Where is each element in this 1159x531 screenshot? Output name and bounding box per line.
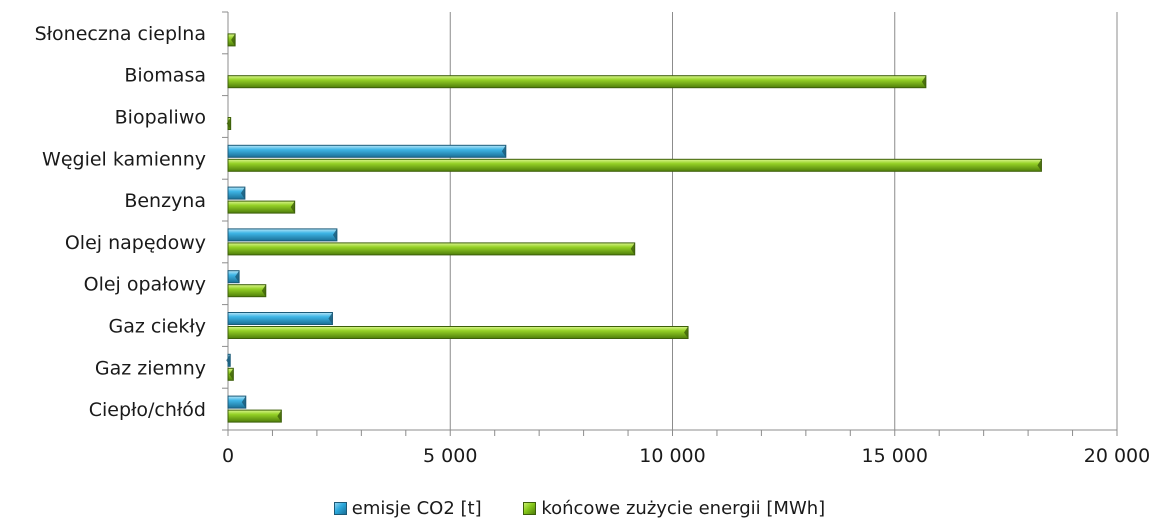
category-label-9: Ciepło/chłód: [89, 399, 206, 421]
bar-end-series1-1: [921, 75, 926, 88]
bar-end-series0-5: [332, 228, 337, 241]
x-tick-label-1: 5 000: [423, 445, 477, 467]
x-tick-label-0: 0: [222, 445, 234, 467]
bar-series1-4: [227, 200, 296, 214]
bars: [226, 33, 1042, 423]
bar-end-series1-4: [290, 201, 295, 214]
bar-series1-1: [227, 75, 927, 89]
legend-swatch-energy: [523, 502, 537, 515]
bar-series0-7: [227, 312, 333, 325]
bar-end-series0-4: [240, 187, 245, 200]
bar-end-series1-9: [277, 410, 282, 423]
bar-end-series1-2: [226, 117, 231, 130]
bar-end-series0-7: [328, 312, 333, 325]
bar-series1-9: [227, 409, 282, 423]
bar-series1-7: [227, 326, 689, 339]
legend-item-energy: końcowe zużycie energii [MWh]: [523, 498, 825, 519]
category-label-1: Biomasa: [124, 65, 206, 87]
category-label-8: Gaz ziemny: [95, 357, 206, 379]
bar-end-series1-5: [630, 242, 635, 255]
x-tick-label-2: 10 000: [639, 445, 705, 467]
bar-series1-5: [227, 242, 636, 256]
category-label-3: Węgiel kamienny: [42, 148, 206, 170]
bar-end-series1-6: [261, 284, 266, 297]
category-label-6: Olej opałowy: [84, 274, 206, 296]
bar-series0-3: [227, 144, 507, 158]
category-label-5: Olej napędowy: [65, 232, 206, 254]
bar-series0-5: [227, 228, 338, 242]
gridlines: [449, 12, 1118, 430]
x-tick-label-4: 20 000: [1084, 445, 1150, 467]
legend: emisje CO2 [t] końcowe zużycie energii […: [0, 498, 1159, 520]
labels: 0 5 000 10 000 15 000 20 000 Słoneczna ciepln…: [35, 23, 1151, 467]
bar-end-series0-9: [241, 396, 246, 409]
x-tick-label-3: 15 000: [862, 445, 928, 467]
legend-item-co2: emisje CO2 [t]: [333, 498, 482, 519]
category-label-4: Benzyna: [124, 190, 206, 212]
bar-end-series1-8: [229, 368, 234, 381]
bar-end-series1-7: [684, 326, 689, 339]
category-label-7: Gaz ciekły: [109, 316, 206, 338]
bar-series1-6: [227, 284, 267, 298]
legend-swatch-co2: [333, 502, 347, 515]
legend-label-energy: końcowe zużycie energii [MWh]: [541, 498, 826, 519]
bar-end-series1-0: [231, 33, 236, 46]
bar-series1-3: [227, 158, 1042, 172]
bar-end-series0-6: [235, 270, 240, 283]
bar-end-series1-3: [1037, 159, 1042, 172]
bar-end-series0-3: [501, 145, 506, 158]
category-label-0: Słoneczna cieplna: [35, 23, 206, 45]
category-label-2: Biopaliwo: [115, 107, 206, 129]
bar-end-series0-8: [226, 354, 231, 367]
legend-label-co2: emisje CO2 [t]: [351, 498, 482, 519]
